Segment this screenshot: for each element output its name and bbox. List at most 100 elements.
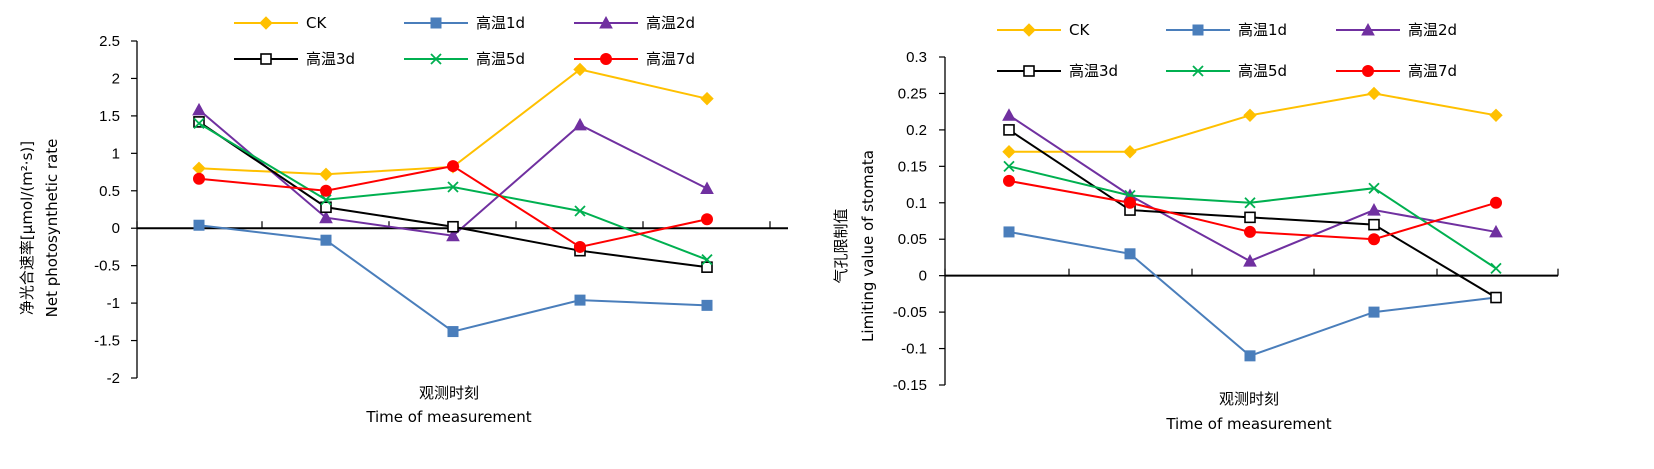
legend-label: 高温5d bbox=[476, 50, 525, 68]
data-point bbox=[1003, 160, 1015, 172]
data-point bbox=[320, 184, 332, 197]
y-axis-title-en: Net photosynthetic rate bbox=[43, 139, 61, 318]
data-point bbox=[447, 181, 459, 193]
data-point bbox=[193, 172, 205, 185]
chart-1: 2.5 2 1.5 1 0.5 0 -0.5 -1 -1.5 -2 CK 高温1d 高温2d 高温3d 高温… bbox=[18, 14, 788, 426]
x-axis-title-en: Time of measurement bbox=[365, 408, 531, 426]
series-line bbox=[1008, 114, 1497, 263]
y-tick-label: 0.25 bbox=[898, 85, 927, 102]
data-point bbox=[1489, 108, 1503, 123]
data-point bbox=[1003, 226, 1015, 238]
data-point bbox=[1244, 197, 1256, 209]
legend-marker bbox=[600, 53, 612, 65]
legend-label: 高温1d bbox=[1238, 21, 1287, 39]
data-point bbox=[1368, 233, 1380, 246]
data-point bbox=[574, 294, 586, 306]
data-point bbox=[320, 234, 332, 246]
y-tick-label: 0 bbox=[919, 268, 927, 285]
legend-marker bbox=[1192, 24, 1204, 36]
data-point bbox=[192, 102, 206, 116]
legend-item: 高温1d bbox=[404, 14, 525, 32]
legend-item: 高温3d bbox=[997, 62, 1118, 80]
y-tick-label: 0.15 bbox=[898, 158, 927, 175]
legend-label: 高温3d bbox=[306, 50, 355, 68]
data-point bbox=[701, 261, 713, 273]
legend-label: 高温7d bbox=[1408, 62, 1457, 80]
data-point bbox=[1124, 196, 1136, 209]
series-line bbox=[198, 121, 708, 269]
data-point bbox=[1244, 225, 1256, 238]
legend: CK 高温1d 高温2d 高温3d 高温5d 高温7d bbox=[234, 14, 695, 68]
y-tick-label: 1.5 bbox=[99, 108, 120, 125]
y-tick-label: -0.05 bbox=[893, 304, 927, 321]
legend-marker bbox=[1022, 23, 1036, 37]
series-4 bbox=[193, 116, 713, 273]
legend-item: CK bbox=[234, 14, 327, 32]
y-tick-label: -2 bbox=[107, 370, 120, 387]
y-tick-label: 0.5 bbox=[99, 183, 120, 200]
data-point bbox=[701, 213, 713, 226]
data-point bbox=[1002, 145, 1016, 159]
legend-marker bbox=[1361, 22, 1375, 36]
series-line bbox=[1009, 92, 1497, 153]
y-tick-label: -1.5 bbox=[94, 333, 120, 350]
y-tick-label: 2.5 bbox=[99, 33, 120, 50]
legend-item: 高温3d bbox=[234, 50, 355, 68]
series-line bbox=[198, 68, 708, 176]
series-4 bbox=[1003, 124, 1502, 304]
data-point bbox=[701, 299, 713, 311]
legend-marker bbox=[259, 16, 273, 30]
x-axis-title-cn: 观测时刻 bbox=[419, 384, 479, 402]
chart-2: 0.3 0.25 0.2 0.15 0.1 0.05 0 -0.05 -0.1 -0.15 CK 高温… bbox=[832, 21, 1559, 433]
legend: CK 高温1d 高温2d 高温3d 高温5d 高温7d bbox=[997, 21, 1457, 80]
data-point bbox=[319, 167, 333, 182]
data-point bbox=[701, 254, 713, 266]
y-tick-label: -0.15 bbox=[893, 377, 927, 394]
data-point bbox=[446, 228, 460, 242]
legend-marker bbox=[260, 53, 272, 65]
series-6 bbox=[193, 160, 713, 253]
data-point bbox=[1244, 211, 1256, 224]
data-point bbox=[573, 117, 587, 131]
data-point bbox=[1243, 254, 1257, 267]
legend-item: 高温7d bbox=[1336, 62, 1457, 80]
y-tick-label: -0.5 bbox=[94, 258, 120, 275]
legend-marker bbox=[430, 17, 442, 29]
data-point bbox=[574, 205, 586, 217]
legend-marker bbox=[1192, 65, 1204, 77]
legend-label: CK bbox=[306, 14, 327, 32]
data-point bbox=[700, 181, 714, 195]
legend-label: 高温1d bbox=[476, 14, 525, 32]
y-tick-label: 0 bbox=[112, 220, 120, 237]
legend-item: 高温5d bbox=[1166, 62, 1287, 80]
legend-item: 高温7d bbox=[574, 50, 695, 68]
data-point bbox=[1003, 174, 1015, 187]
data-point bbox=[1489, 224, 1503, 238]
legend-item: 高温2d bbox=[1336, 21, 1457, 39]
legend-label: 高温5d bbox=[1238, 62, 1287, 80]
legend-marker bbox=[599, 15, 613, 29]
data-point bbox=[574, 240, 586, 253]
data-point bbox=[1367, 86, 1381, 101]
legend-item: 高温2d bbox=[574, 14, 695, 32]
series-line bbox=[1008, 230, 1497, 357]
y-tick-label: 1 bbox=[112, 145, 120, 162]
data-point bbox=[1490, 196, 1502, 209]
x-axis-title-en: Time of measurement bbox=[1165, 415, 1331, 433]
data-point bbox=[1368, 218, 1380, 231]
x-axis-title-cn: 观测时刻 bbox=[1219, 390, 1279, 408]
data-point bbox=[1490, 262, 1502, 275]
data-point bbox=[320, 194, 332, 206]
data-point bbox=[1368, 182, 1380, 194]
data-point bbox=[193, 117, 205, 130]
series-5 bbox=[1003, 160, 1502, 275]
data-point bbox=[447, 220, 459, 233]
data-point bbox=[192, 161, 206, 176]
legend-label: 高温2d bbox=[646, 14, 695, 32]
y-tick-label: 0.1 bbox=[906, 195, 927, 212]
y-tick-label: 0.05 bbox=[898, 231, 927, 248]
legend-item: CK bbox=[997, 21, 1090, 39]
legend-label: 高温2d bbox=[1408, 21, 1457, 39]
data-point bbox=[1002, 108, 1016, 121]
data-point bbox=[1368, 306, 1380, 318]
